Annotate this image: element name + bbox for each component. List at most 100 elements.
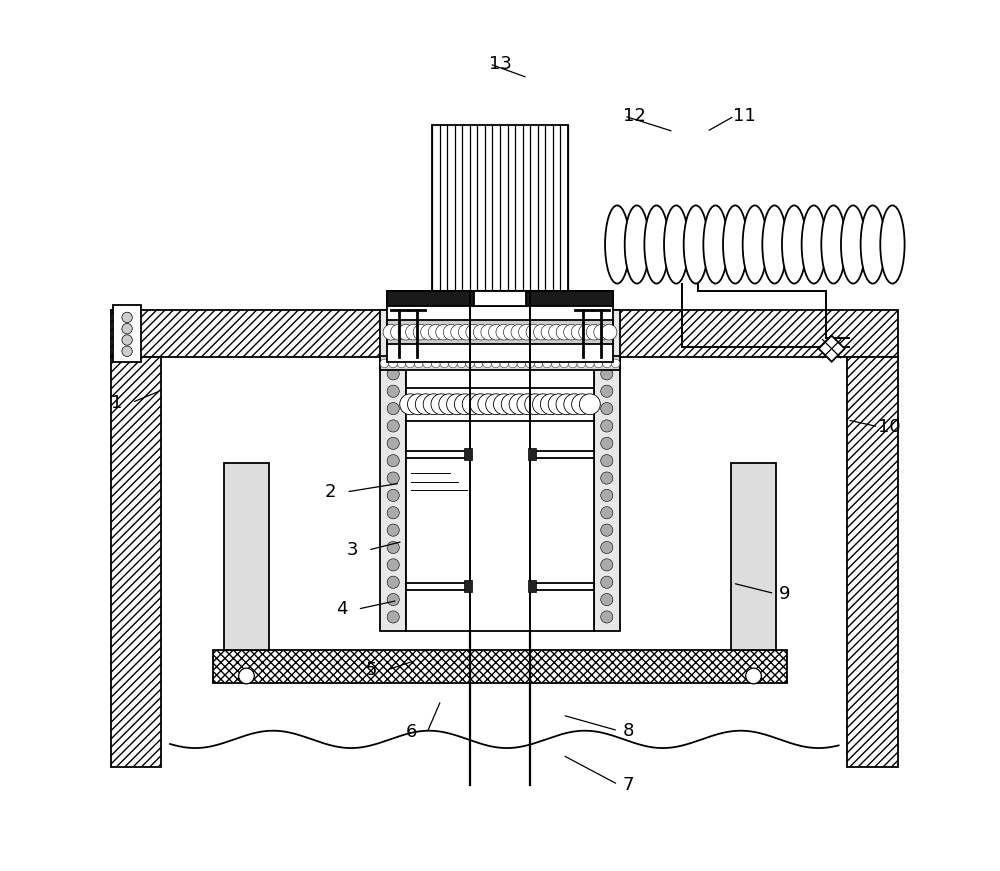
Circle shape [387, 507, 399, 519]
Circle shape [543, 359, 551, 368]
Circle shape [428, 324, 444, 340]
Bar [402, 309, 430, 357]
Circle shape [601, 559, 613, 571]
Circle shape [389, 359, 397, 368]
Circle shape [440, 359, 449, 368]
Circle shape [387, 385, 399, 397]
Circle shape [387, 490, 399, 502]
Circle shape [423, 327, 444, 348]
Circle shape [387, 315, 399, 327]
Circle shape [556, 324, 572, 340]
Circle shape [577, 359, 586, 368]
Bar [464, 448, 472, 460]
Circle shape [601, 593, 613, 605]
Bar [161, 357, 847, 767]
Circle shape [436, 324, 451, 340]
Circle shape [601, 490, 613, 502]
Circle shape [387, 368, 399, 380]
Bar [406, 309, 594, 631]
Text: 6: 6 [406, 724, 417, 741]
Text: 12: 12 [623, 107, 646, 125]
Circle shape [500, 359, 509, 368]
Circle shape [391, 324, 406, 340]
Circle shape [603, 359, 611, 368]
Circle shape [122, 346, 132, 356]
Circle shape [501, 327, 522, 348]
Circle shape [387, 420, 399, 432]
Circle shape [540, 327, 561, 348]
Circle shape [421, 324, 436, 340]
Circle shape [549, 324, 564, 340]
Circle shape [611, 359, 620, 368]
Circle shape [501, 394, 522, 415]
Ellipse shape [605, 206, 629, 284]
Circle shape [517, 359, 526, 368]
Text: 7: 7 [623, 775, 634, 793]
Circle shape [526, 359, 534, 368]
Bar [111, 309, 898, 357]
Text: 4: 4 [336, 600, 348, 618]
Circle shape [439, 394, 460, 415]
Bar [387, 320, 613, 344]
Ellipse shape [861, 206, 885, 284]
Circle shape [509, 394, 530, 415]
Circle shape [503, 324, 519, 340]
Circle shape [451, 324, 466, 340]
Circle shape [601, 611, 613, 623]
Circle shape [408, 327, 428, 348]
Circle shape [601, 524, 613, 537]
Bar [474, 291, 526, 306]
Circle shape [540, 394, 561, 415]
Circle shape [408, 394, 428, 415]
Circle shape [400, 327, 421, 348]
Ellipse shape [684, 206, 708, 284]
Circle shape [594, 324, 609, 340]
Circle shape [397, 359, 406, 368]
Ellipse shape [723, 206, 747, 284]
Circle shape [122, 312, 132, 322]
Circle shape [517, 327, 538, 348]
Circle shape [564, 327, 585, 348]
Circle shape [579, 324, 594, 340]
Bar [387, 291, 613, 306]
Circle shape [534, 359, 543, 368]
Bar [464, 579, 472, 591]
Circle shape [541, 324, 557, 340]
Circle shape [571, 324, 587, 340]
Circle shape [470, 394, 491, 415]
Circle shape [556, 327, 577, 348]
Circle shape [533, 327, 553, 348]
Circle shape [387, 333, 399, 345]
Circle shape [519, 324, 534, 340]
Circle shape [423, 359, 432, 368]
Circle shape [478, 327, 499, 348]
Circle shape [746, 668, 761, 684]
Circle shape [491, 359, 500, 368]
Circle shape [431, 327, 452, 348]
Circle shape [548, 327, 569, 348]
Circle shape [387, 593, 399, 605]
Circle shape [387, 611, 399, 623]
Circle shape [122, 323, 132, 334]
Bar [847, 357, 898, 767]
Bar [528, 579, 536, 591]
Circle shape [601, 385, 613, 397]
Circle shape [601, 315, 613, 327]
Circle shape [473, 324, 489, 340]
Circle shape [564, 394, 585, 415]
Circle shape [478, 394, 499, 415]
Circle shape [406, 359, 414, 368]
Circle shape [447, 327, 467, 348]
Polygon shape [819, 335, 845, 361]
Circle shape [457, 359, 466, 368]
Circle shape [122, 334, 132, 345]
Circle shape [398, 324, 414, 340]
Circle shape [447, 394, 467, 415]
Circle shape [601, 333, 613, 345]
Text: 11: 11 [733, 107, 756, 125]
Circle shape [508, 359, 517, 368]
Circle shape [509, 327, 530, 348]
Circle shape [387, 350, 399, 362]
Circle shape [431, 394, 452, 415]
Bar [432, 125, 568, 291]
